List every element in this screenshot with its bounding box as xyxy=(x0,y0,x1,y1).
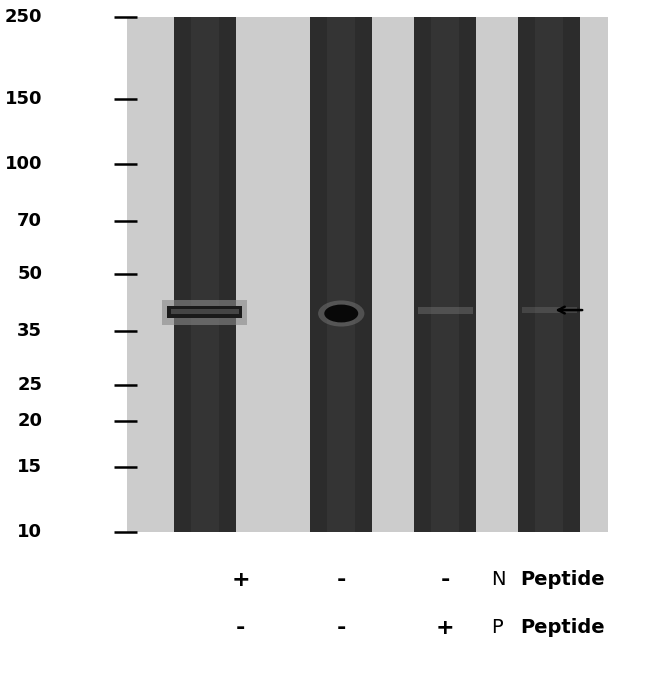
Text: -: - xyxy=(337,617,346,638)
Bar xyxy=(311,17,372,532)
Bar xyxy=(432,17,459,532)
Text: -: - xyxy=(337,569,346,590)
Text: 100: 100 xyxy=(5,154,42,173)
Bar xyxy=(418,307,473,314)
Text: 70: 70 xyxy=(18,211,42,230)
Text: 10: 10 xyxy=(18,523,42,541)
Text: +: + xyxy=(231,569,250,590)
Bar xyxy=(328,17,355,532)
Bar xyxy=(519,17,580,532)
Ellipse shape xyxy=(318,300,365,327)
Bar xyxy=(536,17,563,532)
Ellipse shape xyxy=(324,305,358,322)
Text: 250: 250 xyxy=(5,8,42,26)
Bar xyxy=(162,300,248,325)
Text: N: N xyxy=(491,570,505,589)
Text: 20: 20 xyxy=(18,412,42,430)
Text: +: + xyxy=(436,617,454,638)
Text: Peptide: Peptide xyxy=(520,570,604,589)
Text: Peptide: Peptide xyxy=(520,618,604,637)
Bar xyxy=(170,309,239,314)
Bar xyxy=(174,17,236,532)
Text: 25: 25 xyxy=(18,376,42,394)
Bar xyxy=(521,307,577,314)
Text: 150: 150 xyxy=(5,90,42,108)
Text: 35: 35 xyxy=(18,322,42,340)
Bar xyxy=(127,17,608,532)
Bar xyxy=(191,17,218,532)
Bar xyxy=(415,17,476,532)
Text: 50: 50 xyxy=(18,265,42,283)
Bar xyxy=(168,306,242,318)
Text: P: P xyxy=(491,618,502,637)
Text: -: - xyxy=(441,569,450,590)
Text: -: - xyxy=(236,617,245,638)
Text: 15: 15 xyxy=(18,458,42,476)
